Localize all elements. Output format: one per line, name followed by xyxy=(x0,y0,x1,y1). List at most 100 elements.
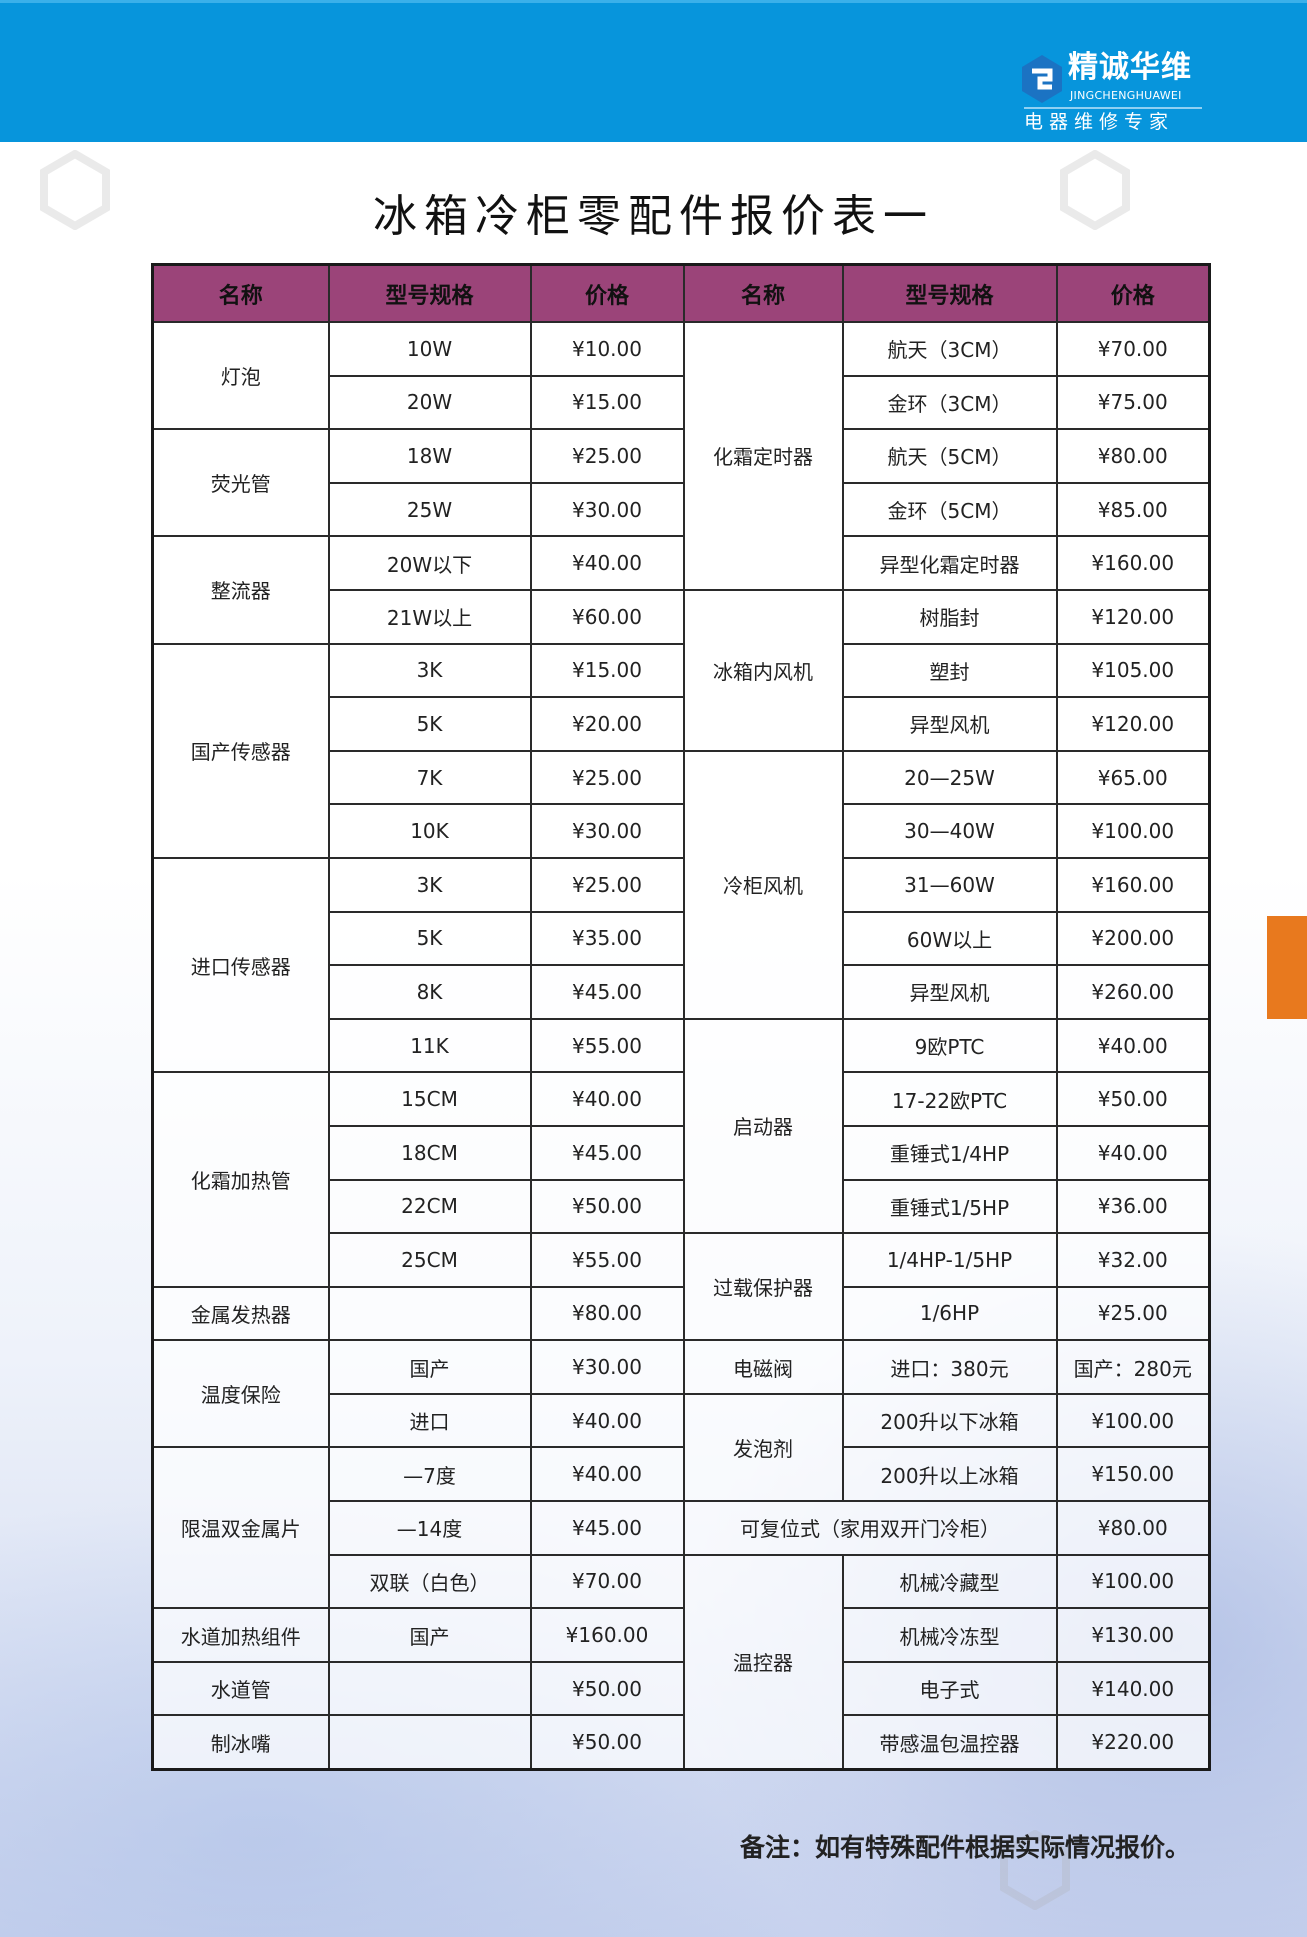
item-spec: 25W xyxy=(327,481,532,538)
item-spec: 1/4HP-1/5HP xyxy=(841,1232,1058,1288)
item-spec: 20—25W xyxy=(841,749,1058,806)
table-row: 5K ¥35.00 60W以上 ¥200.00 xyxy=(153,910,1211,967)
item-spec xyxy=(327,1285,532,1342)
item-price: ¥40.00 xyxy=(529,1071,685,1127)
logo-divider xyxy=(1024,107,1202,109)
item-price: ¥100.00 xyxy=(1055,803,1211,859)
item-spec: 树脂封 xyxy=(841,588,1058,645)
item-name: 冷柜风机 xyxy=(682,749,844,1020)
item-price: ¥70.00 xyxy=(529,1553,685,1610)
item-price: ¥36.00 xyxy=(1055,1178,1211,1235)
item-price: ¥50.00 xyxy=(1055,1071,1211,1127)
item-spec: 1/6HP xyxy=(841,1285,1058,1342)
item-name: 可复位式（家用双开门冷柜） xyxy=(682,1500,1058,1556)
table-row: 7K ¥25.00 冷柜风机 20—25W ¥65.00 xyxy=(153,749,1211,1020)
item-spec xyxy=(327,1660,532,1717)
item-price: ¥200.00 xyxy=(1055,910,1211,967)
item-price: ¥60.00 xyxy=(529,588,685,645)
column-header: 型号规格 xyxy=(327,263,532,323)
item-price: ¥40.00 xyxy=(1055,1124,1211,1181)
item-spec: 异型风机 xyxy=(841,696,1058,752)
item-name: 启动器 xyxy=(682,1017,844,1235)
item-price: ¥25.00 xyxy=(529,749,685,806)
logo-mark-icon xyxy=(1022,55,1062,103)
item-name: 温控器 xyxy=(682,1553,844,1771)
item-price: ¥105.00 xyxy=(1055,642,1211,699)
item-spec: 20W以下 xyxy=(327,535,532,591)
item-spec: 60W以上 xyxy=(841,910,1058,967)
item-price: ¥50.00 xyxy=(529,1178,685,1235)
item-name: 水道管 xyxy=(151,1660,330,1717)
table-header-row: 名称 型号规格 价格 名称 型号规格 价格 xyxy=(151,263,1211,323)
item-price: ¥55.00 xyxy=(529,1017,685,1074)
column-header: 价格 xyxy=(1055,263,1211,323)
item-spec: 8K xyxy=(327,964,532,1020)
item-spec: 航天（5CM） xyxy=(841,428,1058,484)
item-price: ¥15.00 xyxy=(529,642,685,699)
item-price: ¥120.00 xyxy=(1055,696,1211,752)
item-price: ¥15.00 xyxy=(529,374,685,431)
item-spec: 10K xyxy=(327,803,532,859)
item-spec: 3K xyxy=(327,856,532,913)
item-spec: 18W xyxy=(327,428,532,484)
brand-logo: 精诚华维 JINGCHENGHUAWEI 电器维修专家 xyxy=(1020,47,1210,137)
item-spec: 电子式 xyxy=(841,1660,1058,1717)
top-banner: 精诚华维 JINGCHENGHUAWEI 电器维修专家 xyxy=(0,0,1307,142)
item-name: 限温双金属片 xyxy=(151,1446,330,1610)
item-name: 整流器 xyxy=(151,535,330,645)
table-row: 温度保险 国产 ¥30.00 电磁阀 进口：380元 国产：280元 xyxy=(151,1339,1211,1449)
table-row: 双联（白色） ¥70.00 温控器 机械冷藏型 ¥100.00 xyxy=(153,1553,1211,1771)
item-price: ¥25.00 xyxy=(529,856,685,913)
side-tab xyxy=(1267,916,1307,1019)
item-price: ¥45.00 xyxy=(529,1124,685,1181)
table-row: 22CM ¥50.00 重锤式1/5HP ¥36.00 xyxy=(153,1178,1211,1235)
item-spec: 重锤式1/4HP xyxy=(841,1124,1058,1181)
item-price: ¥20.00 xyxy=(529,696,685,752)
item-price: ¥65.00 xyxy=(1055,749,1211,806)
table-row: 水道管 ¥50.00 电子式 ¥140.00 xyxy=(151,1660,1211,1717)
item-name: 国产传感器 xyxy=(151,642,330,859)
table-row: 限温双金属片 —7度 ¥40.00 200升以上冰箱 ¥150.00 xyxy=(151,1446,1211,1610)
item-price: ¥45.00 xyxy=(529,964,685,1020)
item-price: ¥140.00 xyxy=(1055,1660,1211,1717)
item-price: 国产：280元 xyxy=(1055,1339,1211,1395)
item-spec: 21W以上 xyxy=(327,588,532,645)
item-spec: 7K xyxy=(327,749,532,806)
table-row: 20W ¥15.00 金环（3CM） ¥75.00 xyxy=(153,374,1211,431)
item-spec: 200升以上冰箱 xyxy=(841,1446,1058,1503)
item-spec: 重锤式1/5HP xyxy=(841,1178,1058,1235)
item-price: ¥45.00 xyxy=(529,1500,685,1556)
price-table: 名称 型号规格 价格 名称 型号规格 价格 灯泡 10W ¥10.00 化霜定时器 航天… xyxy=(151,263,1211,1772)
column-header: 价格 xyxy=(529,263,685,323)
table-row: —14度 ¥45.00 可复位式（家用双开门冷柜） ¥80.00 xyxy=(153,1500,1211,1556)
item-price: ¥55.00 xyxy=(529,1232,685,1288)
item-spec: 金环（3CM） xyxy=(841,374,1058,431)
item-price: ¥100.00 xyxy=(1055,1392,1211,1449)
item-price: ¥50.00 xyxy=(529,1660,685,1717)
item-spec: 200升以下冰箱 xyxy=(841,1392,1058,1449)
item-spec: 进口 xyxy=(327,1392,532,1449)
table-row: 水道加热组件 国产 ¥160.00 机械冷冻型 ¥130.00 xyxy=(151,1607,1211,1663)
footnote: 备注：如有特殊配件根据实际情况报价。 xyxy=(740,1833,1191,1862)
item-price: ¥50.00 xyxy=(529,1714,685,1771)
item-price: ¥160.00 xyxy=(529,1607,685,1663)
table-row: 国产传感器 3K ¥15.00 塑封 ¥105.00 xyxy=(151,642,1211,859)
item-name: 冰箱内风机 xyxy=(682,588,844,752)
item-price: ¥25.00 xyxy=(1055,1285,1211,1342)
item-name: 过载保护器 xyxy=(682,1232,844,1342)
item-price: ¥40.00 xyxy=(1055,1017,1211,1074)
item-spec: —7度 xyxy=(327,1446,532,1503)
item-spec: 航天（3CM） xyxy=(841,321,1058,377)
item-spec: 30—40W xyxy=(841,803,1058,859)
item-price: ¥30.00 xyxy=(529,481,685,538)
item-spec: 国产 xyxy=(327,1339,532,1395)
item-name: 发泡剂 xyxy=(682,1392,844,1503)
item-spec: 塑封 xyxy=(841,642,1058,699)
item-spec: 9欧PTC xyxy=(841,1017,1058,1074)
table-row: 进口传感器 3K ¥25.00 31—60W ¥160.00 xyxy=(151,856,1211,1074)
item-spec: 国产 xyxy=(327,1607,532,1663)
brand-name-en: JINGCHENGHUAWEI xyxy=(1070,89,1182,102)
item-spec: 机械冷冻型 xyxy=(841,1607,1058,1663)
column-header: 型号规格 xyxy=(841,263,1058,323)
item-price: ¥75.00 xyxy=(1055,374,1211,431)
